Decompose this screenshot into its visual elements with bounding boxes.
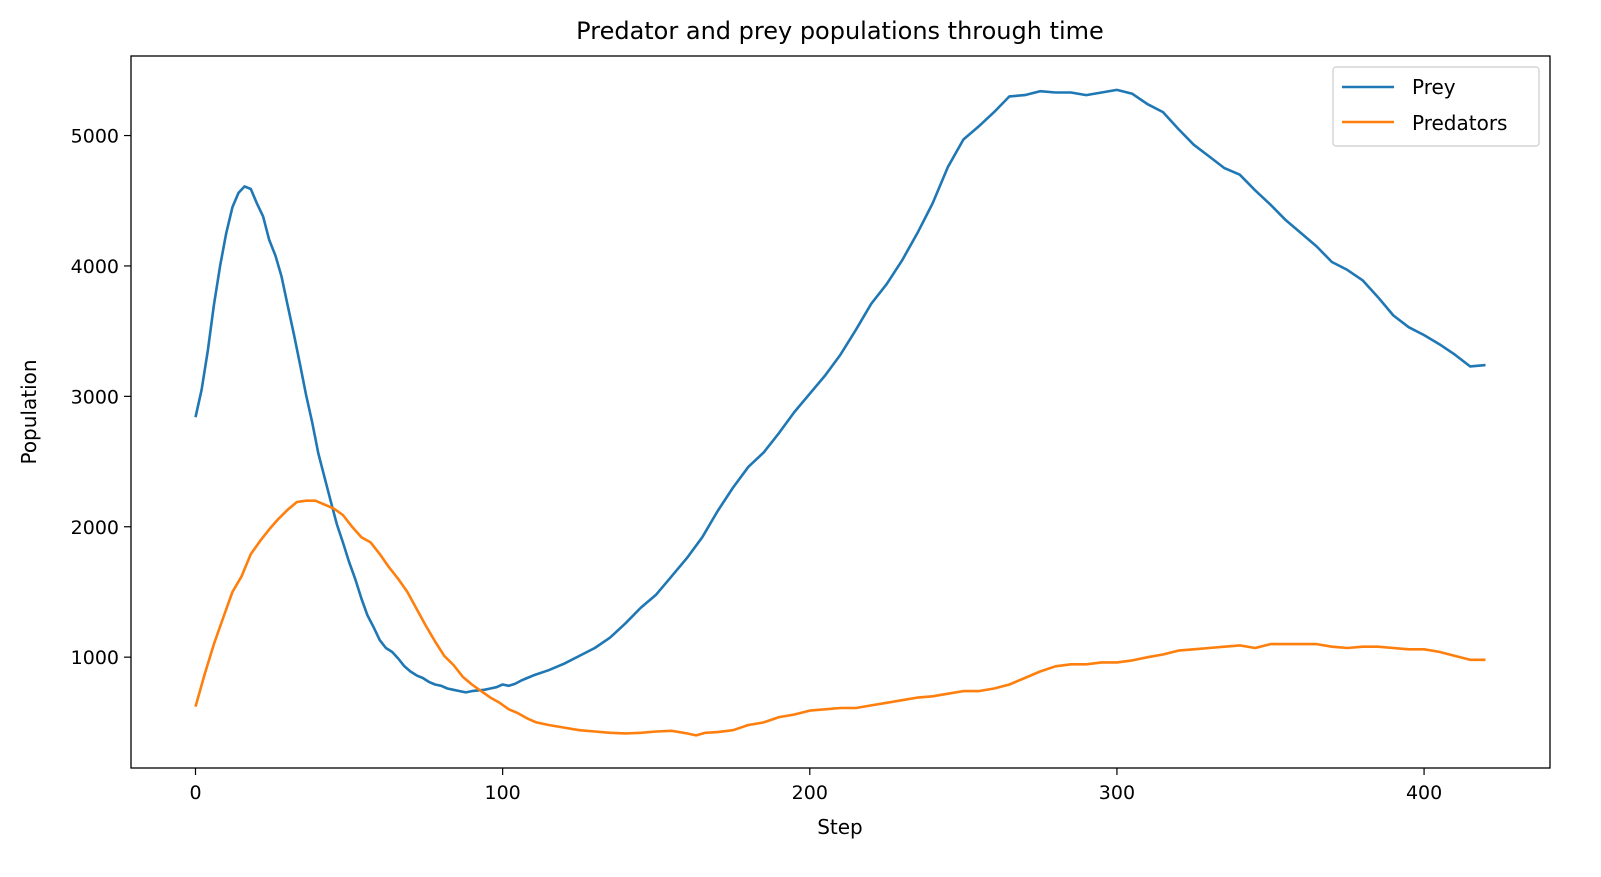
x-tick-label: 0: [189, 782, 201, 804]
y-tick-label: 2000: [71, 517, 119, 539]
x-tick-label: 100: [485, 782, 521, 804]
y-tick-label: 4000: [71, 256, 119, 278]
series-line-prey: [194, 88, 1486, 694]
series-layer: [194, 88, 1486, 737]
x-tick-label: 300: [1099, 782, 1135, 804]
plot-frame: [130, 55, 1551, 769]
y-tick-label: 3000: [71, 386, 119, 408]
chart-title: Predator and prey populations through ti…: [576, 17, 1104, 45]
y-tick-label: 1000: [71, 647, 119, 669]
y-axis-label: Population: [17, 359, 41, 464]
x-axis-ticks: 0 100 200 300 400: [189, 768, 1442, 804]
legend: Prey Predators: [1332, 66, 1540, 147]
y-axis-ticks: 1000 2000 3000 4000 5000: [71, 126, 131, 669]
legend-label-prey: Prey: [1412, 75, 1456, 99]
y-tick-label: 5000: [71, 126, 119, 148]
legend-label-predators: Predators: [1412, 111, 1507, 135]
x-tick-label: 200: [792, 782, 828, 804]
x-tick-label: 400: [1406, 782, 1442, 804]
x-axis-label: Step: [817, 815, 863, 839]
series-line-predators: [194, 499, 1486, 737]
